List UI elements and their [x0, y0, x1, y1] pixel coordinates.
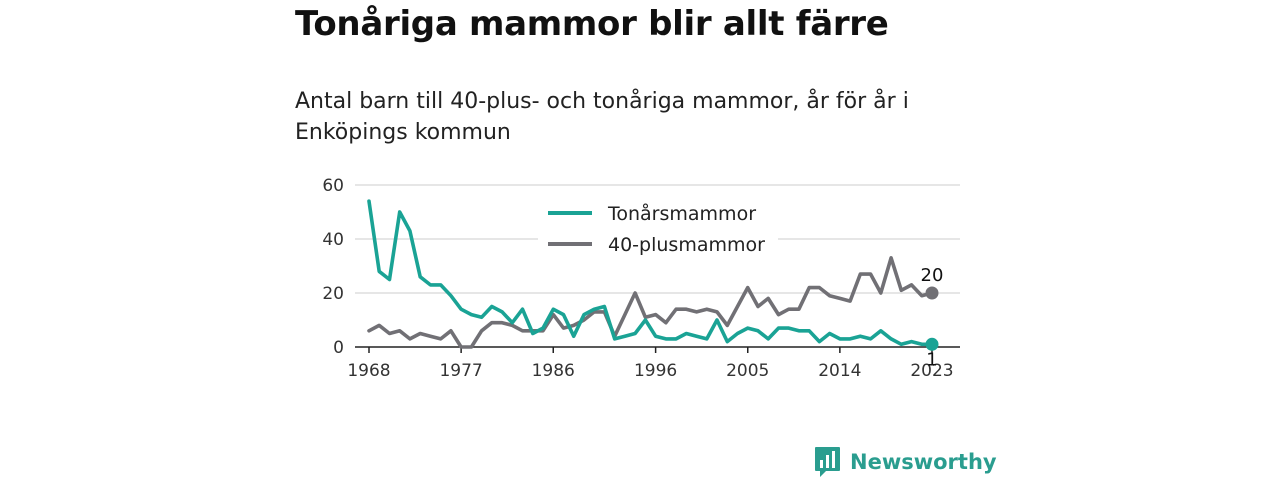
x-tick-label: 2005	[726, 361, 769, 381]
x-axis: 1968 1977 1986 1996 2005 2014 2023	[347, 346, 960, 381]
end-marker	[925, 286, 939, 300]
x-tick-label: 1986	[532, 361, 575, 381]
y-tick-label: 40	[322, 230, 344, 250]
series-line-tonarsmammor	[367, 199, 934, 347]
y-axis-ticks: 0 20 40 60	[322, 176, 344, 358]
legend-item-bg	[538, 196, 778, 224]
y-tick-label: 60	[322, 176, 344, 196]
y-tick-label: 20	[322, 284, 344, 304]
series-lines	[367, 199, 934, 349]
x-tick-label: 2014	[818, 361, 861, 381]
end-value-label: 1	[926, 349, 937, 370]
end-value-label: 20	[921, 265, 944, 286]
brand-logo: Newsworthy	[814, 445, 997, 479]
x-tick-label: 1977	[439, 361, 482, 381]
legend-label: 40-plusmammor	[608, 234, 765, 256]
series-line-40-plusmammor	[367, 256, 934, 349]
bar-chart-bubble-icon	[815, 447, 840, 477]
chart-title: Tonåriga mammor blir allt färre	[295, 4, 889, 44]
x-tick-label: 1996	[634, 361, 677, 381]
end-markers: 1 20	[921, 265, 944, 370]
x-tick-label: 1968	[347, 361, 390, 381]
legend: Tonårsmammor 40-plusmammor	[538, 196, 778, 256]
x-tick-label: 2023	[910, 361, 953, 381]
y-tick-label: 0	[333, 338, 344, 358]
legend-label: Tonårsmammor	[607, 202, 756, 225]
chart-subtitle: Antal barn till 40-plus- och tonåriga ma…	[295, 89, 909, 145]
brand-name: Newsworthy	[850, 450, 997, 474]
end-marker	[925, 337, 939, 351]
legend-item-bg	[538, 227, 778, 255]
